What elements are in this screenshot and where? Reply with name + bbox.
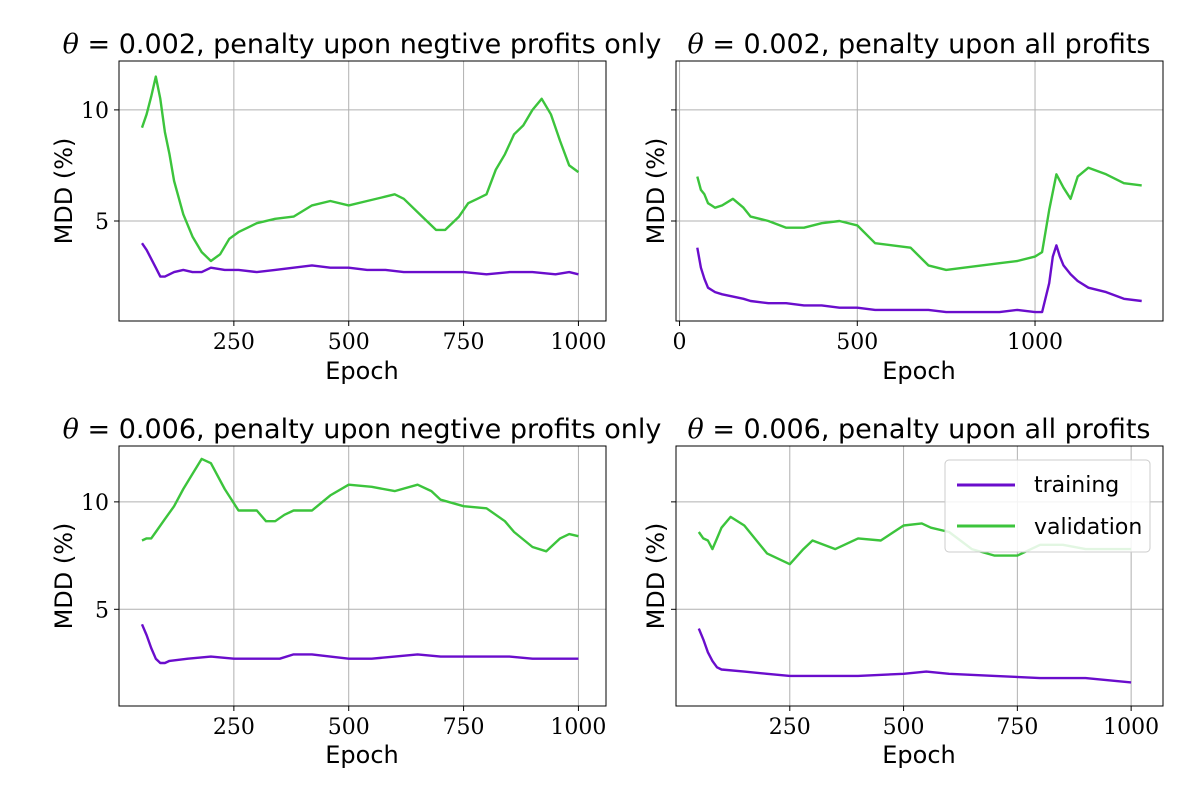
theta-symbol: θ [63, 414, 79, 445]
theta-symbol: θ [688, 414, 704, 445]
y-axis-label: MDD (%) [642, 523, 670, 630]
axes-frame [675, 445, 1164, 707]
subplot-title: θ = 0.006, penalty upon negtive profits … [63, 414, 662, 445]
y-axis-label: MDD (%) [50, 138, 78, 245]
series-line-validation [140, 75, 580, 263]
plot-area: 250 500 750 1000 [671, 445, 1164, 740]
x-tick-label: 250 [213, 715, 255, 740]
title-text: = 0.006, penalty upon all profits [704, 414, 1151, 445]
x-tick-label: 250 [213, 330, 255, 355]
x-tick-label: 750 [996, 715, 1038, 740]
subplot-bottom-left: θ = 0.006, penalty upon negtive profits … [50, 414, 661, 769]
plot-area: 250 500 750 1000 5 10 [81, 60, 607, 355]
title-text: = 0.002, penalty upon negtive profits on… [79, 29, 661, 60]
x-tick-label: 1000 [550, 715, 606, 740]
subplot-top-left: θ = 0.002, penalty upon negtive profits … [50, 29, 661, 385]
series-line-training [696, 244, 1142, 314]
x-tick-label: 1000 [1103, 715, 1159, 740]
y-tick-label: 10 [81, 491, 109, 516]
series-line-training [140, 623, 579, 665]
series-line-validation [141, 457, 579, 553]
x-tick-label: 0 [673, 330, 687, 355]
axes-frame [675, 60, 1164, 322]
x-tick-label: 500 [328, 715, 370, 740]
axes-frame [118, 60, 607, 322]
series-line-validation [696, 166, 1142, 272]
title-text: = 0.002, penalty upon all profits [704, 29, 1151, 60]
y-tick-label: 10 [81, 99, 109, 124]
subplot-title: θ = 0.006, penalty upon all profits [688, 414, 1151, 445]
x-tick-label: 500 [836, 330, 878, 355]
x-tick-label: 1000 [550, 330, 606, 355]
plot-area: 0 500 1000 [671, 60, 1164, 355]
series-line-training [141, 242, 579, 278]
plot-area: 250 500 750 1000 5 10 [81, 445, 607, 740]
x-axis-label: Epoch [882, 357, 956, 385]
subplot-title: θ = 0.002, penalty upon negtive profits … [63, 29, 662, 60]
x-axis-label: Epoch [325, 357, 399, 385]
subplot-top-right: θ = 0.002, penalty upon all profits 0 500… [642, 29, 1164, 385]
theta-symbol: θ [688, 29, 704, 60]
x-tick-label: 500 [328, 330, 370, 355]
x-axis-label: Epoch [882, 741, 956, 769]
subplot-bottom-right: θ = 0.006, penalty upon all profits 250 5… [642, 414, 1164, 769]
x-tick-label: 750 [443, 715, 485, 740]
x-tick-label: 1000 [1007, 330, 1063, 355]
title-text: = 0.006, penalty upon negtive profits on… [79, 414, 661, 445]
x-tick-label: 250 [769, 715, 811, 740]
legend-label-training: training [1034, 473, 1119, 498]
x-tick-label: 750 [443, 330, 485, 355]
y-tick-label: 5 [95, 598, 109, 623]
y-axis-label: MDD (%) [642, 138, 670, 245]
subplot-title: θ = 0.002, penalty upon all profits [688, 29, 1151, 60]
series-line-training [697, 628, 1132, 684]
legend-box [944, 459, 1151, 553]
x-axis-label: Epoch [325, 741, 399, 769]
legend: training validation [944, 459, 1151, 553]
y-axis-label: MDD (%) [50, 523, 78, 630]
theta-symbol: θ [63, 29, 79, 60]
axes-frame [118, 445, 607, 707]
x-tick-label: 500 [883, 715, 925, 740]
y-tick-label: 5 [95, 210, 109, 235]
legend-label-validation: validation [1034, 515, 1142, 540]
